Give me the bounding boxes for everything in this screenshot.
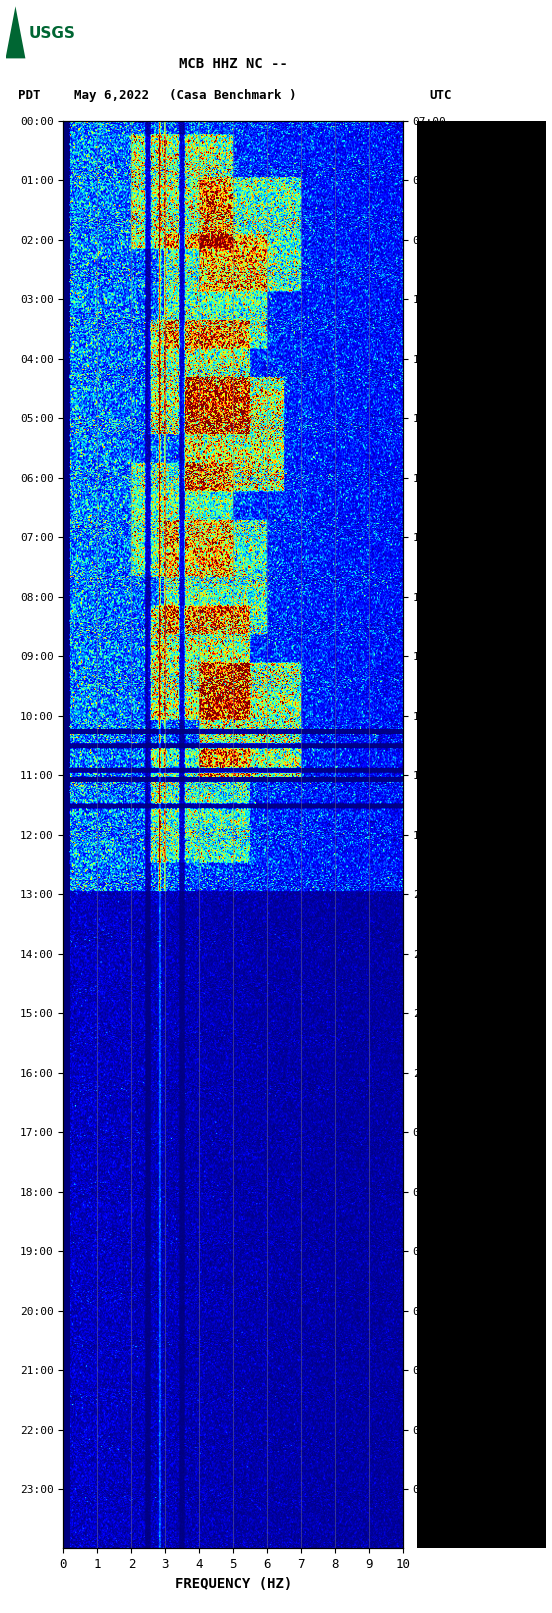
Polygon shape <box>6 6 25 58</box>
X-axis label: FREQUENCY (HZ): FREQUENCY (HZ) <box>174 1578 292 1590</box>
Text: MCB HHZ NC --: MCB HHZ NC -- <box>179 56 288 71</box>
Text: UTC: UTC <box>429 89 452 102</box>
Text: USGS: USGS <box>29 26 76 42</box>
Text: PDT: PDT <box>18 89 40 102</box>
Text: (Casa Benchmark ): (Casa Benchmark ) <box>169 89 297 102</box>
Text: May 6,2022: May 6,2022 <box>73 89 148 102</box>
